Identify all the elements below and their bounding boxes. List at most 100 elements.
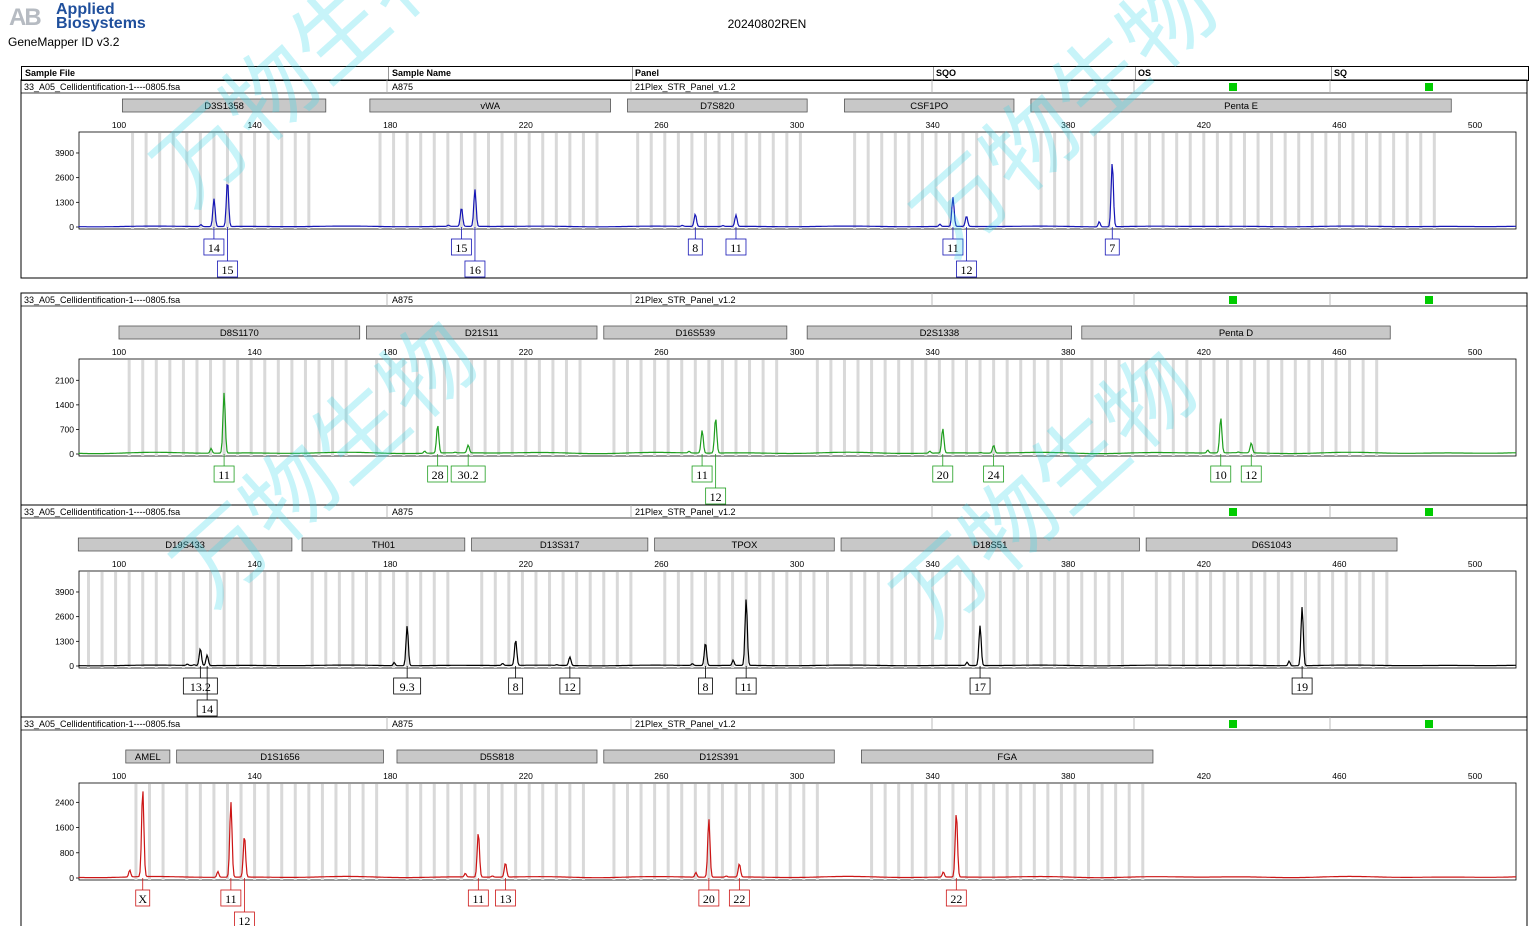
allele-box [234, 911, 255, 926]
sq-status-square [1425, 508, 1433, 516]
allele-bin [212, 784, 216, 880]
allele-bin [1039, 572, 1043, 668]
allele-bin [815, 360, 819, 456]
marker-label: D1S1656 [260, 752, 300, 763]
allele-call: 8 [702, 680, 708, 694]
marker-label: D6S1043 [1252, 540, 1292, 551]
x-tick-label: 140 [248, 120, 262, 130]
dye-trace [78, 791, 1516, 879]
x-tick-label: 420 [1197, 771, 1211, 781]
os-status-square [1229, 720, 1237, 728]
x-tick-label: 140 [248, 559, 262, 569]
allele-call: 12 [564, 680, 576, 694]
allele-bin [1141, 784, 1145, 880]
allele-box [698, 677, 713, 695]
allele-bin [253, 784, 257, 880]
allele-bin [1280, 360, 1284, 456]
allele-bin [676, 572, 680, 668]
allele-bin [1080, 133, 1084, 229]
x-tick-label: 380 [1061, 347, 1075, 357]
allele-bin [703, 133, 707, 229]
allele-bin [856, 360, 860, 456]
allele-box [956, 260, 977, 278]
logo-line-1: Applied [56, 1, 115, 18]
allele-bin [1120, 572, 1124, 668]
allele-bin [1026, 572, 1030, 668]
allele-box [393, 677, 422, 695]
allele-bin [1419, 133, 1423, 229]
allele-bin [948, 133, 952, 229]
allele-bin [690, 572, 694, 668]
allele-bin [432, 133, 436, 229]
allele-bin [988, 133, 992, 229]
allele-bin [198, 784, 202, 880]
allele-bin [1066, 572, 1070, 668]
marker-bar [396, 749, 598, 764]
marker-label: FGA [997, 752, 1017, 763]
y-tick-label: 1300 [55, 636, 74, 646]
allele-bin [1392, 133, 1396, 229]
allele-bin [1378, 133, 1382, 229]
allele-call: 17 [974, 680, 986, 694]
allele-bin [785, 133, 789, 229]
allele-bins [131, 133, 1436, 229]
allele-bin [595, 133, 599, 229]
allele-bin [849, 572, 853, 668]
allele-bin [615, 572, 619, 668]
allele-bin [826, 572, 830, 668]
allele-bin [1127, 784, 1131, 880]
allele-bin [731, 133, 735, 229]
sample-file-name: 33_A05_Cellidentification-1----0805.fsa [24, 507, 180, 517]
allele-bin [537, 360, 541, 456]
allele-bin [551, 360, 555, 456]
allele-bin [998, 572, 1002, 668]
marker-bar [861, 749, 1154, 764]
allele-box [691, 465, 713, 483]
allele-bin [1148, 133, 1152, 229]
x-tick-label: 460 [1332, 559, 1346, 569]
y-tick-label: 2600 [55, 173, 74, 183]
allele-call: 28 [432, 468, 444, 482]
marker-label: D8S1170 [220, 328, 259, 339]
allele-bin [249, 572, 253, 668]
allele-bin [944, 572, 948, 668]
panel-name: 21Plex_STR_Panel_v1.2 [635, 719, 736, 729]
allele-bin [1053, 133, 1057, 229]
allele-bin [639, 784, 643, 880]
allele-bin [1080, 572, 1084, 668]
marker-label: TPOX [732, 540, 759, 551]
x-tick-label: 300 [790, 771, 804, 781]
allele-bin [141, 360, 145, 456]
y-tick-label: 0 [69, 661, 74, 671]
dye-trace [78, 599, 1516, 667]
allele-bin [1202, 133, 1206, 229]
allele-bin [497, 360, 501, 456]
allele-call: 11 [947, 241, 959, 255]
allele-bin [1317, 572, 1321, 668]
allele-bin [310, 572, 314, 668]
x-tick-label: 260 [654, 347, 668, 357]
y-tick-label: 700 [60, 424, 74, 434]
marker-label: D19S433 [165, 540, 205, 551]
allele-box [203, 238, 225, 256]
x-tick-label: 140 [248, 771, 262, 781]
allele-bin [1100, 784, 1104, 880]
allele-bin [1256, 133, 1260, 229]
allele-bin [1117, 360, 1121, 456]
marker-bar [118, 325, 361, 340]
allele-bin [1361, 360, 1365, 456]
allele-bin [971, 572, 975, 668]
allele-bin [473, 784, 477, 880]
allele-bin [812, 572, 816, 668]
allele-call: 13.2 [190, 680, 211, 694]
sample-panel-3: 33_A05_Cellidentification-1----0805.fsa A… [20, 504, 1528, 718]
allele-bin [575, 572, 579, 668]
allele-bin [1131, 360, 1135, 456]
allele-call: 7 [1109, 241, 1115, 255]
allele-bin [937, 784, 941, 880]
allele-bin [1334, 360, 1338, 456]
allele-box [735, 677, 757, 695]
allele-bin [114, 572, 118, 668]
marker-label: D5S818 [480, 752, 514, 763]
allele-bin [639, 360, 643, 456]
